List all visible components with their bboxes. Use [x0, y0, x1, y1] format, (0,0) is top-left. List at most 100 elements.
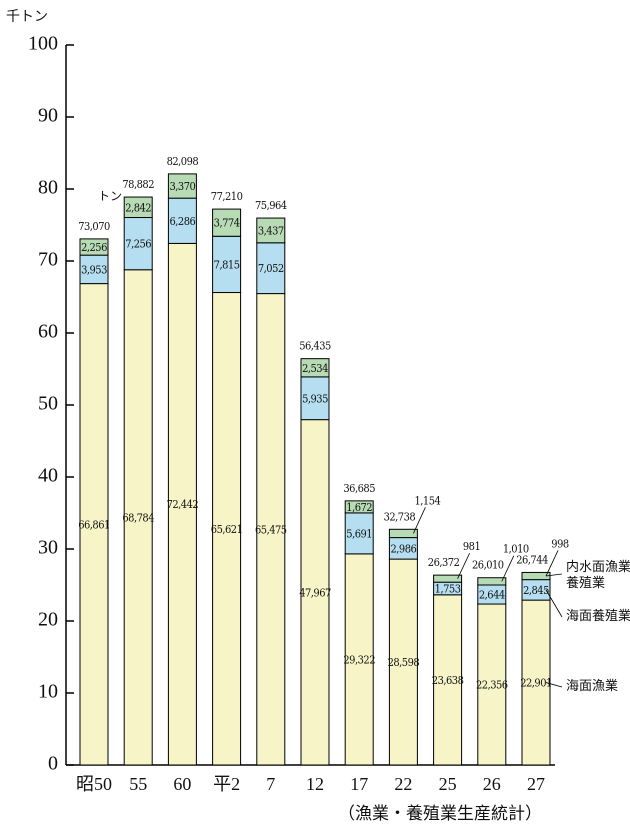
total-label: 32,738	[384, 510, 416, 523]
y-tick-label: 100	[28, 33, 58, 55]
total-label: 26,010	[472, 559, 504, 572]
value-label: 3,953	[81, 263, 107, 276]
x-tick-label: 60	[173, 774, 191, 794]
value-label: 23,638	[432, 674, 464, 687]
value-label: 2,842	[125, 201, 151, 214]
value-label: 7,052	[258, 262, 284, 275]
x-tick-label: 26	[483, 774, 501, 794]
value-label: 6,286	[169, 215, 195, 228]
unit-label: 千トン	[6, 9, 48, 25]
y-tick-label: 10	[38, 681, 58, 703]
value-label: 22,356	[476, 679, 508, 692]
value-label: 3,437	[258, 224, 284, 237]
bar-segment	[344, 500, 374, 514]
value-label: 7,815	[214, 258, 240, 271]
value-label: 1,154	[414, 494, 440, 507]
value-label: 2,256	[81, 241, 107, 254]
y-tick-label: 20	[38, 609, 58, 631]
bar-segment	[344, 512, 374, 555]
legend-leader	[545, 573, 563, 577]
value-label: 28,598	[388, 656, 420, 669]
legend-leader	[545, 589, 563, 618]
legend-label: 海面養殖業	[566, 608, 630, 623]
value-label: 5,935	[302, 392, 328, 405]
leader-line	[457, 552, 470, 579]
value-label: 5,691	[346, 527, 372, 540]
y-tick-label: 40	[38, 465, 58, 487]
y-tick-label: 90	[38, 105, 58, 127]
value-label: 3,774	[214, 217, 240, 230]
bar-segment	[256, 217, 286, 244]
legend-leader	[545, 682, 563, 688]
x-tick-label: 12	[306, 774, 324, 794]
y-tick-label: 80	[38, 177, 58, 199]
total-label: 56,435	[299, 340, 331, 353]
value-label: 65,621	[211, 523, 243, 536]
bar-segment	[433, 574, 463, 583]
y-tick-label: 50	[38, 393, 58, 415]
value-label: 72,442	[167, 498, 199, 511]
value-label: 66,861	[78, 518, 110, 531]
bar-segment	[256, 293, 286, 766]
x-tick-label: 22	[394, 774, 412, 794]
bar-segment	[123, 269, 153, 766]
value-label: 65,475	[255, 523, 287, 536]
y-tick-label: 0	[48, 753, 58, 775]
bar-segment	[388, 558, 418, 766]
value-label: 1,672	[346, 501, 372, 514]
value-label: 1,753	[435, 582, 461, 595]
bar-segment	[167, 242, 197, 766]
bar-segment	[212, 208, 242, 237]
bar-segment	[300, 419, 330, 766]
bar-segment	[79, 283, 109, 766]
value-label: 2,534	[302, 362, 328, 375]
value-label: 2,986	[390, 542, 416, 555]
bar-segment	[212, 292, 242, 766]
x-tick-label: 平2	[213, 774, 240, 794]
x-tick-label: 55	[129, 774, 147, 794]
bar-segment	[344, 553, 374, 766]
x-tick-label: 7	[266, 774, 275, 794]
bar-segment	[388, 528, 418, 539]
legend-label: 海面漁業	[566, 678, 618, 693]
leader-line	[413, 507, 426, 534]
annotation: トン	[98, 189, 122, 203]
value-label: 1,010	[503, 543, 529, 556]
value-label: 998	[551, 537, 569, 550]
total-label: 26,744	[516, 553, 548, 566]
bar-segment	[123, 196, 153, 219]
total-label: 75,964	[255, 199, 287, 212]
total-label: 36,685	[343, 482, 375, 495]
x-tick-label: 17	[350, 774, 368, 794]
bar-segment	[521, 571, 551, 581]
leader-line	[501, 555, 515, 582]
x-tick-label: 25	[439, 774, 457, 794]
bar-segment	[123, 217, 153, 271]
y-tick-label: 60	[38, 321, 58, 343]
y-tick-label: 30	[38, 537, 58, 559]
bar-segment	[477, 577, 507, 586]
total-label: 77,210	[211, 190, 243, 203]
value-label: 22,901	[520, 677, 552, 690]
y-tick-label: 70	[38, 249, 58, 271]
value-label: 3,370	[169, 180, 195, 193]
value-label: 68,784	[122, 511, 154, 524]
total-label: 78,882	[122, 178, 154, 191]
total-label: 82,098	[167, 155, 199, 168]
value-label: 7,256	[125, 238, 151, 251]
legend-label: 内水面漁業養殖業	[566, 559, 630, 590]
value-label: 47,967	[299, 586, 331, 599]
bar-segment	[167, 173, 197, 199]
source: （漁業・養殖業生産統計）	[338, 804, 542, 823]
value-label: 2,644	[479, 589, 505, 602]
leader-line	[545, 550, 559, 577]
x-tick-label: 昭50	[76, 774, 112, 794]
x-tick-label: 27	[527, 774, 545, 794]
value-label: 29,322	[343, 653, 375, 666]
bar-segment	[256, 242, 286, 295]
bar-segment	[79, 238, 109, 256]
value-label: 2,845	[523, 584, 549, 597]
total-label: 26,372	[428, 556, 460, 569]
bar-segment	[300, 358, 330, 378]
